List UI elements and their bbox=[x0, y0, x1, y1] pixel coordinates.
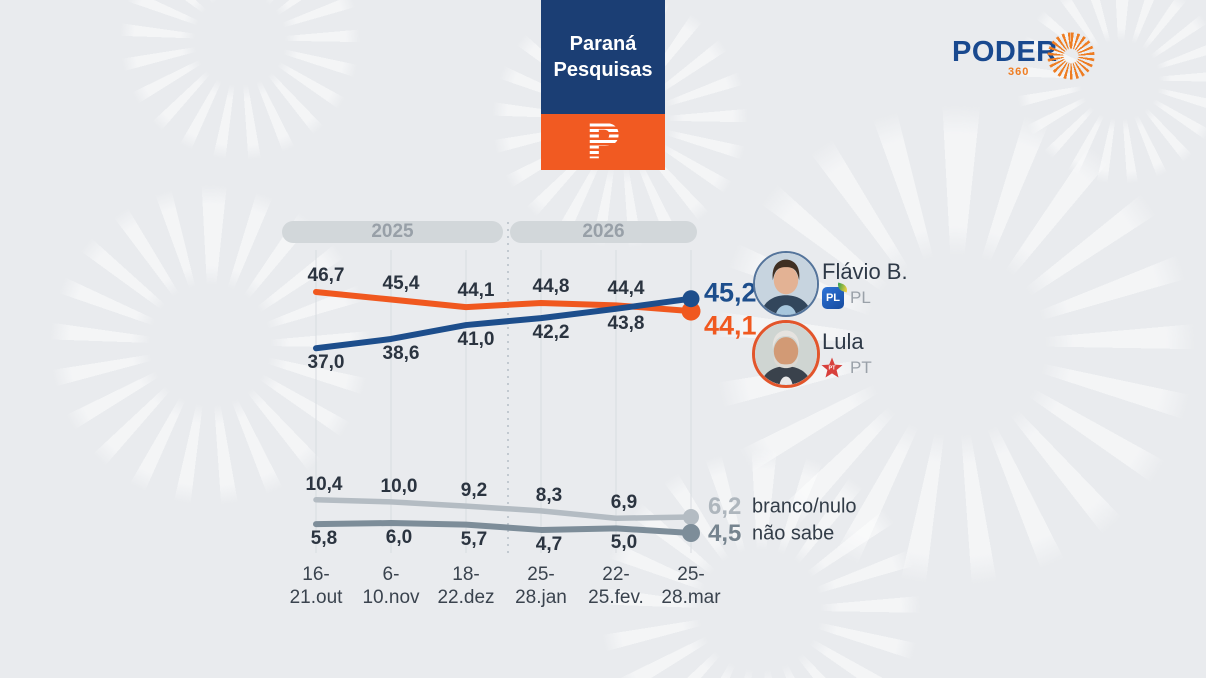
pl-party-badge-icon: PL bbox=[822, 287, 844, 309]
party-row-pt: PT PT bbox=[820, 356, 872, 380]
party-row-pl: PL PL bbox=[822, 287, 871, 309]
svg-text:PT: PT bbox=[828, 366, 836, 372]
pt-party-label: PT bbox=[850, 358, 872, 377]
brand-line-1: Paraná bbox=[569, 33, 637, 55]
brand-line-2: Pesquisas bbox=[553, 59, 653, 81]
year-pill-2026: 2026 bbox=[510, 221, 697, 243]
candidate-name-flavio: Flávio B. bbox=[822, 259, 908, 284]
lula-photo-avatar bbox=[752, 320, 820, 388]
pt-star-badge-icon: PT bbox=[820, 356, 844, 380]
series-line-fl-vio-b bbox=[313, 295, 694, 352]
striped-p-monogram-icon: P bbox=[585, 118, 621, 166]
end-dot-branco-nulo bbox=[683, 508, 699, 525]
poder-360-label: 360 bbox=[1008, 66, 1030, 78]
year-pill-2025: 2025 bbox=[282, 221, 503, 243]
parana-pesquisas-title: Paraná Pesquisas bbox=[541, 0, 665, 114]
poder360-logo: PODER 360 bbox=[952, 30, 1102, 82]
flavio-photo-avatar bbox=[753, 251, 819, 317]
pl-party-label: PL bbox=[850, 288, 871, 307]
candidate-name-lula: Lula bbox=[822, 329, 864, 354]
end-dot-lula bbox=[681, 301, 701, 321]
end-dot-fl-vio-b bbox=[682, 290, 700, 308]
series-line-branco-nulo bbox=[313, 496, 694, 522]
end-dot-n-o-sabe bbox=[682, 524, 700, 542]
poder360-sunburst-icon bbox=[1047, 32, 1095, 80]
parana-pesquisas-logo: P bbox=[541, 114, 665, 170]
poder-wordmark: PODER bbox=[952, 36, 1058, 68]
parana-pesquisas-badge: Paraná Pesquisas P bbox=[541, 0, 665, 170]
series-line-n-o-sabe bbox=[313, 520, 694, 536]
